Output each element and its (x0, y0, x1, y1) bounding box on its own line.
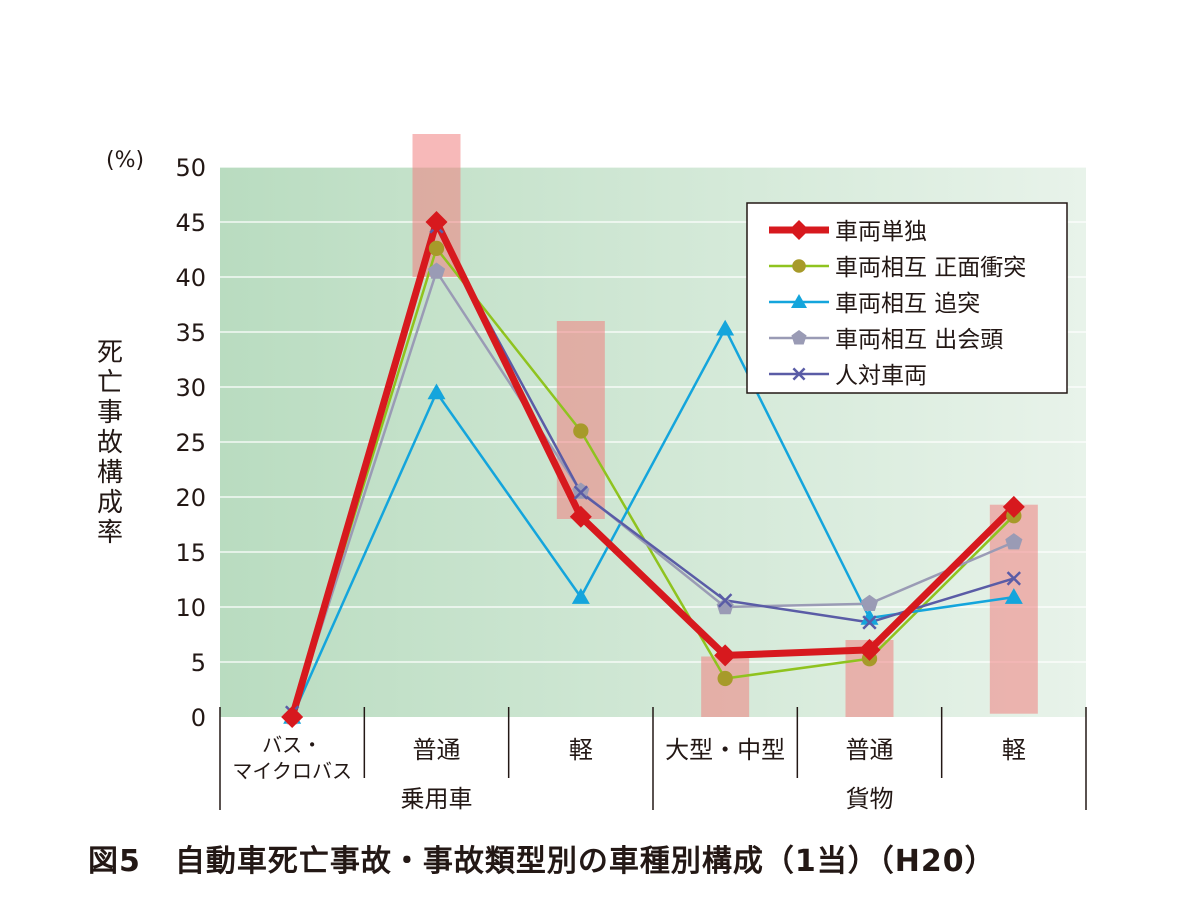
category-label: 普通 (413, 736, 461, 764)
data-point (717, 670, 733, 687)
data-point (427, 383, 446, 400)
legend-label: 車両相互 追突 (835, 291, 980, 317)
category-label: 軽 (569, 736, 593, 764)
data-point (1004, 588, 1023, 604)
legend-marker (791, 330, 807, 345)
legend-label: 車両相互 出会頭 (835, 327, 1003, 353)
legend-marker (789, 220, 809, 240)
legend-label: 車両単独 (835, 219, 927, 245)
data-point (427, 262, 446, 279)
y-tick-label: 5 (191, 649, 206, 677)
data-point (573, 423, 589, 439)
legend-marker (792, 367, 806, 381)
category-label: バス・ (262, 733, 322, 757)
y-axis-unit: (%) (106, 148, 145, 173)
data-point (717, 593, 733, 608)
data-point (571, 588, 590, 604)
category-label: 普通 (846, 736, 894, 764)
y-tick-label: 20 (175, 484, 206, 512)
data-point (425, 211, 448, 233)
y-tick-label: 50 (175, 154, 206, 182)
group-label: 乗用車 (401, 785, 473, 813)
highlight-bar (701, 656, 750, 717)
data-point (714, 644, 737, 667)
y-tick-label: 30 (175, 374, 206, 402)
legend-label: 人対車両 (835, 363, 927, 389)
y-axis-label: 死亡事故構成率 (96, 338, 123, 548)
y-axis: 0 5 10 15 20 25 30 35 40 45 50 (175, 154, 206, 732)
y-tick-label: 15 (175, 539, 206, 567)
legend-marker (792, 259, 806, 273)
legend-marker (791, 294, 807, 308)
series-line-3 (290, 270, 1015, 718)
data-point (860, 594, 879, 611)
data-point (569, 505, 592, 528)
y-tick-label: 25 (175, 429, 206, 457)
data-point (716, 598, 734, 615)
y-tick-label: 45 (175, 209, 206, 237)
y-tick-label: 35 (175, 319, 206, 347)
category-label: 大型・中型 (665, 736, 785, 764)
category-label: マイクロバス (232, 759, 352, 783)
group-label: 貨物 (846, 785, 894, 813)
data-point (281, 706, 304, 728)
y-tick-label: 10 (175, 594, 206, 622)
legend-label: 車両相互 正面衝突 (835, 255, 1026, 281)
data-point (1005, 533, 1023, 550)
figure-number: 図5 (88, 844, 141, 879)
series-line-0 (288, 218, 1017, 718)
y-tick-label: 40 (175, 264, 206, 292)
data-point (860, 609, 879, 625)
figure-caption: 図5 自動車死亡事故・事故類型別の車種別構成（1当）（H20） (88, 836, 996, 880)
data-point (1006, 571, 1022, 586)
data-point (573, 485, 589, 500)
series-group (281, 211, 1025, 728)
category-label: 軽 (1002, 736, 1026, 764)
data-point (428, 240, 445, 257)
data-point (716, 319, 735, 336)
data-point (858, 638, 881, 661)
data-point (1002, 495, 1025, 518)
data-point (862, 615, 877, 630)
y-tick-label: 0 (191, 704, 206, 732)
series-line-1 (290, 247, 1015, 718)
figure-title: 自動車死亡事故・事故類型別の車種別構成（1当）（H20） (174, 844, 996, 879)
